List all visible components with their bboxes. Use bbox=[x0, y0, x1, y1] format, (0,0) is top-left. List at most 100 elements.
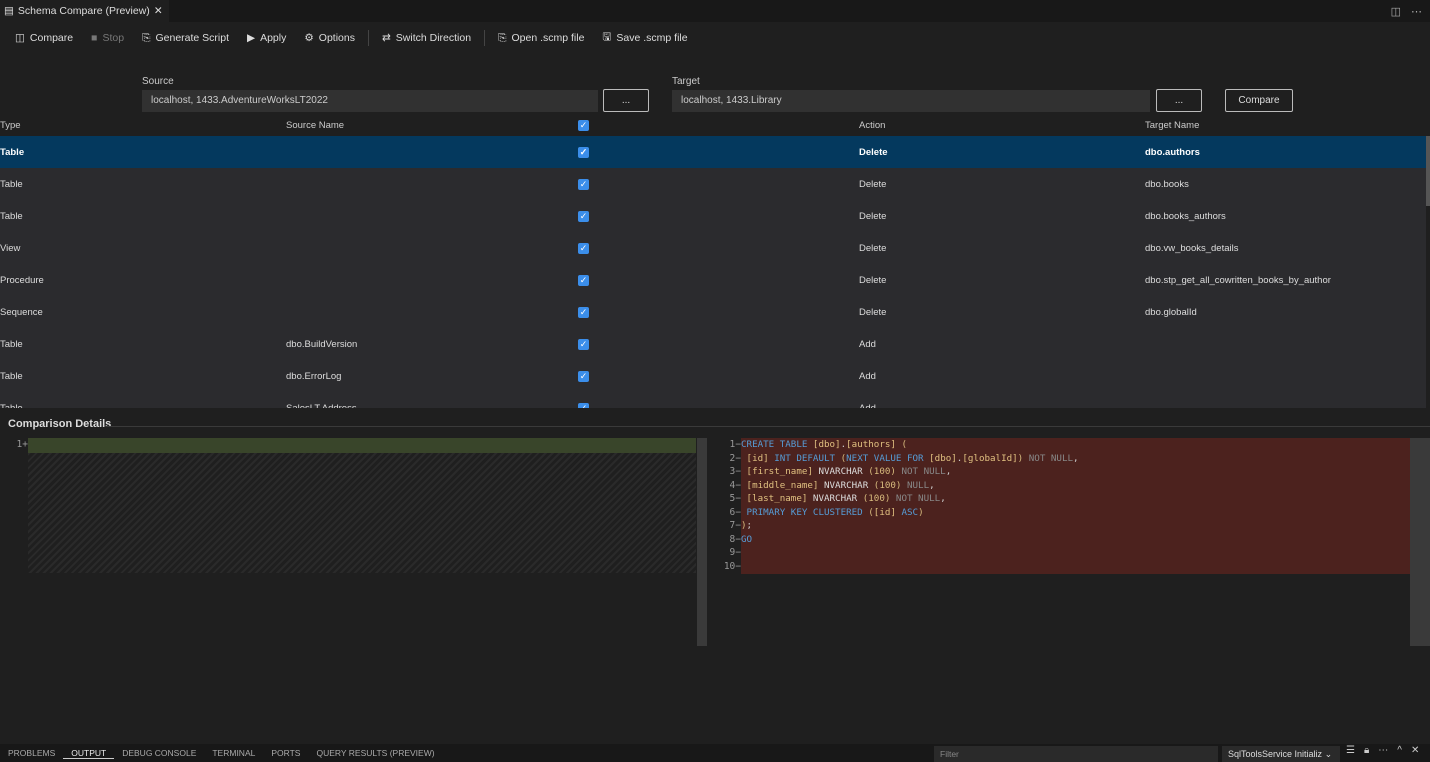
grid-scrollbar[interactable] bbox=[1426, 136, 1430, 206]
row-action: Delete bbox=[859, 210, 887, 222]
options-button[interactable]: ⚙ Options bbox=[295, 32, 364, 44]
stop-button[interactable]: ■ Stop bbox=[82, 32, 133, 44]
comparison-details-title: Comparison Details bbox=[8, 418, 112, 430]
row-type: Table bbox=[0, 370, 23, 382]
row-target-name: dbo.stp_get_all_cowritten_books_by_autho… bbox=[1145, 274, 1331, 286]
code-line: [middle_name] NVARCHAR (100) NULL, bbox=[741, 479, 935, 493]
diff-scrollbar-left[interactable] bbox=[697, 438, 707, 646]
output-channel-select[interactable]: SqlToolsService Initializ ⌄ bbox=[1222, 746, 1340, 762]
code-token: ) bbox=[741, 520, 747, 531]
panel-tab-query-results-preview[interactable]: QUERY RESULTS (PREVIEW) bbox=[316, 748, 435, 758]
switch-icon: ⇄ bbox=[381, 32, 391, 44]
table-row[interactable]: Table SalesLT.Address ✓ Add bbox=[0, 392, 1426, 408]
code-token: [authors] bbox=[846, 439, 896, 450]
source-input[interactable]: localhost, 1433.AdventureWorksLT2022 bbox=[142, 90, 598, 112]
panel-tab-problems[interactable]: PROBLEMS bbox=[8, 748, 56, 758]
row-include-checkbox[interactable]: ✓ bbox=[578, 402, 589, 408]
code-token: NULL bbox=[901, 479, 930, 491]
row-source-name: SalesLT.Address bbox=[286, 402, 357, 409]
row-include-checkbox[interactable]: ✓ bbox=[578, 338, 589, 350]
chevron-up-icon[interactable]: ^ bbox=[1397, 745, 1402, 756]
code-line: GO bbox=[741, 533, 752, 547]
table-row[interactable]: Table ✓ Delete dbo.authors bbox=[0, 136, 1426, 168]
row-include-checkbox[interactable]: ✓ bbox=[578, 306, 589, 318]
code-token: , bbox=[940, 493, 946, 504]
code-token: (100) bbox=[873, 479, 902, 491]
column-type[interactable]: Type bbox=[0, 119, 21, 131]
table-row[interactable]: Table ✓ Delete dbo.books_authors bbox=[0, 200, 1426, 232]
row-action: Delete bbox=[859, 306, 887, 318]
lock-icon[interactable]: 🔒︎ bbox=[1363, 745, 1370, 756]
table-row[interactable]: Sequence ✓ Delete dbo.globalId bbox=[0, 296, 1426, 328]
row-include-checkbox[interactable]: ✓ bbox=[578, 178, 589, 190]
code-token: (100) bbox=[868, 466, 896, 477]
compare-button[interactable]: Compare bbox=[1225, 89, 1293, 112]
code-token: NVARCHAR bbox=[812, 466, 869, 477]
code-token: [id] bbox=[873, 506, 896, 518]
row-include-checkbox[interactable]: ✓ bbox=[578, 210, 589, 222]
column-target-name[interactable]: Target Name bbox=[1145, 119, 1200, 131]
more-actions-icon[interactable]: ⋯ bbox=[1411, 5, 1422, 18]
column-action[interactable]: Action bbox=[859, 119, 886, 131]
compare-icon: ◫ bbox=[15, 32, 25, 44]
open-scmp-file-button[interactable]: ⎘ Open .scmp file bbox=[489, 32, 593, 45]
code-line: [first_name] NVARCHAR (100) NOT NULL, bbox=[741, 465, 952, 479]
apply-button[interactable]: ▶ Apply bbox=[238, 32, 295, 44]
target-input[interactable]: localhost, 1433.Library bbox=[672, 90, 1150, 112]
code-token: ( bbox=[868, 506, 874, 518]
code-token: , bbox=[945, 466, 952, 477]
diff-scrollbar-right[interactable] bbox=[1410, 438, 1430, 646]
save-scmp-file-button[interactable]: 🖫 Save .scmp file bbox=[593, 29, 696, 47]
table-row[interactable]: Table ✓ Delete dbo.books bbox=[0, 168, 1426, 200]
code-token: NOT NULL bbox=[895, 466, 946, 477]
table-row[interactable]: Table dbo.ErrorLog ✓ Add bbox=[0, 360, 1426, 392]
clear-output-icon[interactable]: ☰ bbox=[1346, 745, 1355, 756]
row-type: Table bbox=[0, 146, 25, 158]
source-browse-button[interactable]: ... bbox=[603, 89, 649, 112]
row-include-checkbox[interactable]: ✓ bbox=[578, 274, 589, 286]
source-diff-pane: 1+ bbox=[0, 438, 707, 736]
close-panel-icon[interactable]: ✕ bbox=[1411, 745, 1420, 756]
code-token: , bbox=[1073, 452, 1079, 464]
switch-direction-button[interactable]: ⇄ Switch Direction bbox=[373, 32, 480, 44]
added-line bbox=[28, 438, 696, 453]
table-row[interactable]: Procedure ✓ Delete dbo.stp_get_all_cowritte… bbox=[0, 264, 1426, 296]
row-type: Procedure bbox=[0, 274, 44, 286]
code-token: NVARCHAR bbox=[807, 493, 863, 504]
line-number: 5− bbox=[729, 493, 741, 504]
editor-tab-bar: ▤ Schema Compare (Preview) ✕ ◫ ⋯ bbox=[0, 0, 1430, 22]
panel-tab-debug-console[interactable]: DEBUG CONSOLE bbox=[122, 748, 197, 758]
code-token: [middle_name] bbox=[741, 479, 819, 491]
row-include-checkbox[interactable]: ✓ bbox=[578, 370, 589, 382]
code-token: [dbo] bbox=[812, 439, 841, 450]
output-filter-input[interactable]: Filter bbox=[934, 746, 1218, 762]
empty-region bbox=[28, 453, 696, 573]
select-all-checkbox[interactable]: ✓ bbox=[578, 119, 589, 131]
line-number: 9− bbox=[729, 547, 741, 558]
line-number: 10− bbox=[723, 560, 741, 572]
code-token: [last_name] bbox=[741, 493, 808, 504]
tab-title: Schema Compare (Preview) bbox=[17, 5, 150, 17]
target-diff-pane: 1− 2− 3− 4− 5− 6− 7− 8− 9− 10− CREATE TABLE [dbo]… bbox=[707, 438, 1430, 736]
line-number: 8− bbox=[729, 533, 741, 545]
panel-tab-output[interactable]: OUTPUT bbox=[63, 748, 115, 759]
panel-tab-ports[interactable]: PORTS bbox=[271, 748, 301, 758]
toolbar-label: Switch Direction bbox=[395, 32, 472, 44]
target-browse-button[interactable]: ... bbox=[1156, 89, 1202, 112]
split-editor-icon[interactable]: ◫ bbox=[1390, 5, 1401, 18]
tab-schema-compare[interactable]: ▤ Schema Compare (Preview) ✕ bbox=[0, 0, 169, 22]
table-row[interactable]: View ✓ Delete dbo.vw_books_details bbox=[0, 232, 1426, 264]
line-number: 6− bbox=[729, 506, 741, 518]
table-row[interactable]: Table dbo.BuildVersion ✓ Add bbox=[0, 328, 1426, 360]
toolbar-label: Stop bbox=[102, 32, 125, 44]
panel-tab-terminal[interactable]: TERMINAL bbox=[212, 748, 256, 758]
compare-button[interactable]: ◫ Compare bbox=[6, 32, 82, 44]
row-target-name: dbo.books bbox=[1145, 178, 1189, 190]
close-icon[interactable]: ✕ bbox=[153, 5, 163, 17]
generate-script-button[interactable]: ⎘ Generate Script bbox=[133, 32, 238, 45]
comparison-results-grid: Type Source Name ✓ Action Target Name Ta… bbox=[0, 116, 1426, 408]
row-include-checkbox[interactable]: ✓ bbox=[578, 242, 589, 254]
row-include-checkbox[interactable]: ✓ bbox=[578, 146, 589, 158]
more-icon[interactable]: ⋯ bbox=[1378, 745, 1389, 756]
column-source-name[interactable]: Source Name bbox=[286, 119, 345, 131]
